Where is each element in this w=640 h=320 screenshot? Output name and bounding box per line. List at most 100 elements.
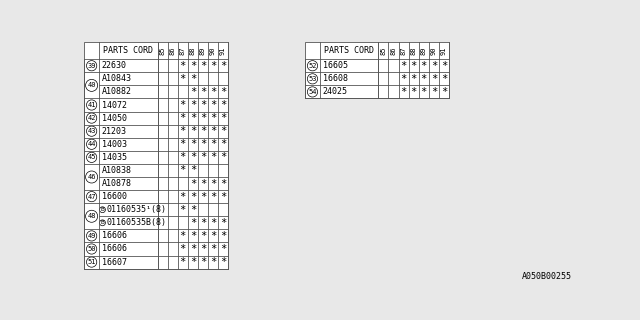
Text: B: B xyxy=(100,220,104,225)
Text: *: * xyxy=(401,74,406,84)
Text: 01160535B(8): 01160535B(8) xyxy=(106,218,166,227)
Text: *: * xyxy=(210,192,216,202)
Text: 51: 51 xyxy=(88,259,96,265)
Text: *: * xyxy=(220,61,226,71)
Text: *: * xyxy=(189,165,196,175)
Text: 52: 52 xyxy=(308,63,317,69)
Text: 41: 41 xyxy=(88,102,96,108)
Text: *: * xyxy=(189,179,196,188)
Text: *: * xyxy=(210,244,216,254)
Text: 86: 86 xyxy=(170,46,175,55)
Text: *: * xyxy=(180,257,186,267)
Text: *: * xyxy=(180,152,186,162)
Text: *: * xyxy=(220,139,226,149)
Text: *: * xyxy=(220,179,226,188)
Text: *: * xyxy=(220,152,226,162)
Text: *: * xyxy=(180,100,186,110)
Text: *: * xyxy=(189,205,196,215)
Text: *: * xyxy=(441,87,447,97)
Text: *: * xyxy=(180,205,186,215)
Text: A050B00255: A050B00255 xyxy=(522,272,572,281)
Text: *: * xyxy=(189,218,196,228)
Text: *: * xyxy=(210,61,216,71)
Text: *: * xyxy=(220,192,226,202)
Text: *: * xyxy=(410,61,417,71)
Text: *: * xyxy=(210,139,216,149)
Text: 89: 89 xyxy=(420,46,427,55)
Text: *: * xyxy=(200,257,206,267)
Text: 88: 88 xyxy=(411,46,417,55)
Text: 39: 39 xyxy=(88,63,96,69)
Text: *: * xyxy=(180,231,186,241)
Text: 16606: 16606 xyxy=(102,244,127,253)
Text: *: * xyxy=(431,74,437,84)
Text: 16600: 16600 xyxy=(102,192,127,201)
Bar xyxy=(84,42,228,268)
Text: 53: 53 xyxy=(308,76,317,82)
Text: *: * xyxy=(200,152,206,162)
Text: *: * xyxy=(220,87,226,97)
Text: PARTS CORD: PARTS CORD xyxy=(324,46,374,55)
Text: *: * xyxy=(420,74,427,84)
Text: 46: 46 xyxy=(88,174,96,180)
Text: 47: 47 xyxy=(88,194,96,200)
Text: 45: 45 xyxy=(88,154,96,160)
Text: *: * xyxy=(189,257,196,267)
Text: *: * xyxy=(200,61,206,71)
Text: A10838: A10838 xyxy=(102,166,132,175)
Text: 14050: 14050 xyxy=(102,114,127,123)
Text: *: * xyxy=(189,139,196,149)
Text: *: * xyxy=(441,61,447,71)
Text: 91: 91 xyxy=(220,46,226,55)
Text: *: * xyxy=(189,74,196,84)
Text: 01160535¹(8): 01160535¹(8) xyxy=(106,205,166,214)
Text: *: * xyxy=(220,126,226,136)
Text: *: * xyxy=(189,100,196,110)
Text: PARTS CORD: PARTS CORD xyxy=(104,46,154,55)
Text: A10882: A10882 xyxy=(102,87,132,96)
Text: 14072: 14072 xyxy=(102,100,127,109)
Text: 44: 44 xyxy=(88,141,96,147)
Text: 40: 40 xyxy=(88,82,96,88)
Text: *: * xyxy=(410,87,417,97)
Text: *: * xyxy=(210,113,216,123)
Text: *: * xyxy=(220,244,226,254)
Text: *: * xyxy=(180,74,186,84)
Text: *: * xyxy=(200,87,206,97)
Text: *: * xyxy=(180,192,186,202)
Text: *: * xyxy=(210,100,216,110)
Text: *: * xyxy=(189,61,196,71)
Text: *: * xyxy=(200,192,206,202)
Text: *: * xyxy=(189,152,196,162)
Text: 14003: 14003 xyxy=(102,140,127,149)
Text: *: * xyxy=(189,244,196,254)
Text: *: * xyxy=(180,113,186,123)
Text: A10878: A10878 xyxy=(102,179,132,188)
Text: *: * xyxy=(200,231,206,241)
Text: 85: 85 xyxy=(380,46,387,55)
Text: *: * xyxy=(189,231,196,241)
Text: *: * xyxy=(401,61,406,71)
Text: *: * xyxy=(220,100,226,110)
Text: *: * xyxy=(189,113,196,123)
Text: 24025: 24025 xyxy=(323,87,348,96)
Text: 86: 86 xyxy=(390,46,397,55)
Text: *: * xyxy=(210,231,216,241)
Text: *: * xyxy=(401,87,406,97)
Text: 54: 54 xyxy=(308,89,317,95)
Text: 87: 87 xyxy=(180,46,186,55)
Text: B: B xyxy=(100,207,104,212)
Text: 16607: 16607 xyxy=(102,258,127,267)
Text: 42: 42 xyxy=(88,115,96,121)
Text: 88: 88 xyxy=(190,46,196,55)
Text: 49: 49 xyxy=(88,233,96,239)
Text: *: * xyxy=(410,74,417,84)
Text: 16606: 16606 xyxy=(102,231,127,240)
Text: *: * xyxy=(200,100,206,110)
Text: *: * xyxy=(200,179,206,188)
Text: *: * xyxy=(210,257,216,267)
Text: *: * xyxy=(210,179,216,188)
Text: 90: 90 xyxy=(431,46,436,55)
Text: *: * xyxy=(420,61,427,71)
Text: *: * xyxy=(189,126,196,136)
